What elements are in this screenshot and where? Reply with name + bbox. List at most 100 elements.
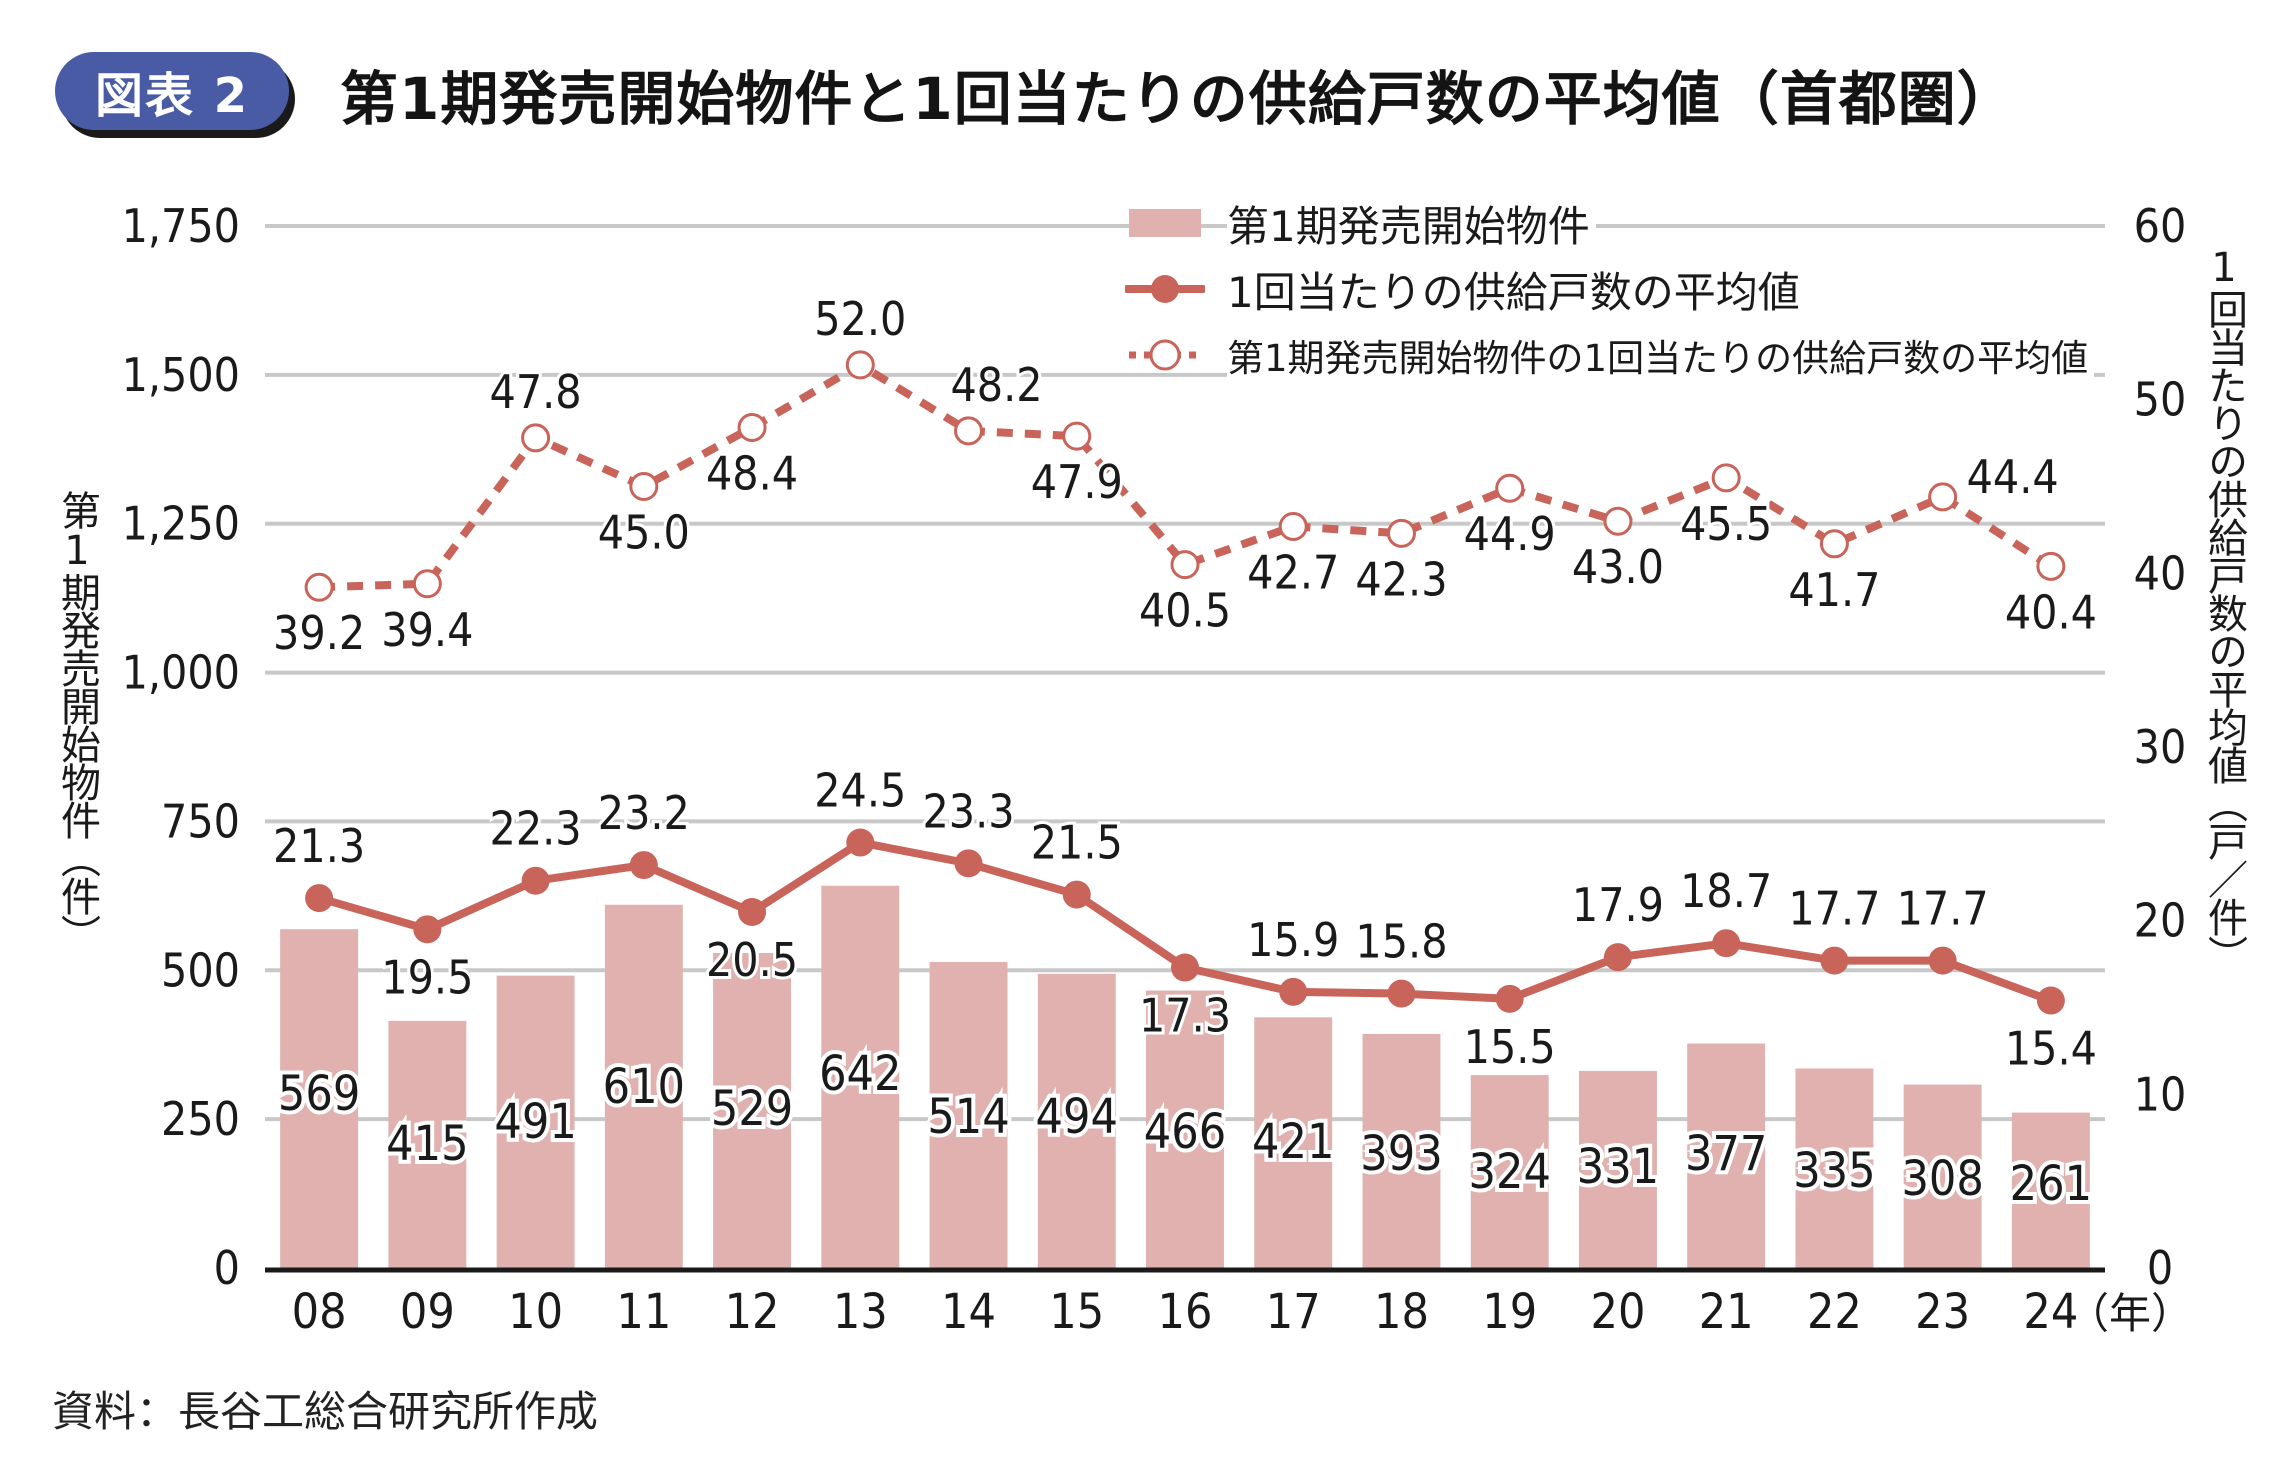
solid-line-point	[1495, 984, 1524, 1013]
bar	[1795, 1068, 1874, 1268]
dashed-line-value-label: 47.9	[1031, 455, 1123, 509]
x-tick-label: 21	[1699, 1284, 1754, 1340]
bar-value-label: 514	[927, 1089, 1009, 1145]
legend-label: 第1期発売開始物件	[1227, 192, 1596, 254]
y-axis-right-title: 1回当たりの供給戸数の平均値（戸／件）	[2201, 245, 2247, 973]
dashed-line-point	[1278, 511, 1308, 541]
dashed-line-value-label: 42.3	[1355, 552, 1447, 606]
bar-value-label: 610	[603, 1059, 685, 1115]
solid-line-point	[738, 897, 767, 926]
dashed-line-value-label: 52.0	[814, 292, 906, 346]
bar	[1146, 990, 1224, 1268]
y-left-tick-label: 500	[161, 943, 240, 997]
bar-value-label: 331	[1577, 1139, 1659, 1195]
solid-line-point	[2036, 986, 2065, 1015]
bar-value-label: 569	[278, 1066, 360, 1122]
dashed-line-value-label: 43.0	[1572, 540, 1664, 594]
x-tick-label: 22	[1807, 1284, 1862, 1340]
dashed-line-point	[1819, 529, 1849, 559]
solid-line-point	[1928, 946, 1957, 975]
dashed-line-value-label: 45.5	[1680, 497, 1772, 551]
y-left-tick-label: 0	[214, 1241, 240, 1295]
bar-value-label: 494	[1036, 1089, 1118, 1145]
y-left-tick-label: 1,000	[122, 646, 240, 700]
bar-value-label: 421	[1252, 1114, 1334, 1170]
dashed-line-point	[629, 472, 659, 501]
figure-badge: 図表 2	[55, 52, 295, 138]
solid-line-value-label: 20.5	[706, 933, 798, 987]
solid-line-value-label: 22.3	[490, 802, 582, 856]
solid-line-value-label: 17.7	[1897, 882, 1989, 936]
dashed-line-point	[1928, 482, 1958, 512]
bar	[1037, 973, 1116, 1268]
dashed-line-series: 39.2 39.4 47.8 45.0 48.4 52.0 48.2 47.9 40.5 42.7…	[270, 289, 2100, 663]
dashed-line-value-label: 40.4	[2005, 585, 2097, 639]
bar-value-label: 308	[1901, 1151, 1983, 1207]
dashed-line	[318, 360, 2054, 592]
solid-line-value-label: 15.5	[1464, 1020, 1556, 1074]
x-axis-unit: （年）	[2067, 1289, 2193, 1338]
solid-line-value-label: 17.9	[1572, 878, 1664, 932]
dashed-line-value-label: 48.2	[950, 358, 1042, 412]
legend-label: 第1期発売開始物件の1回当たりの供給戸数の平均値	[1227, 328, 2095, 382]
bar-value-label: 529	[711, 1081, 793, 1137]
solid-line-value-label: 18.7	[1680, 864, 1772, 918]
legend-dashed-line-marker-icon	[1125, 335, 1205, 375]
chart-title: 第1期発売開始物件と1回当たりの供給戸数の平均値（首都圏）	[340, 65, 2016, 133]
legend-bar-swatch	[1125, 203, 1205, 243]
x-tick-label: 12	[725, 1284, 780, 1340]
solid-line-point	[1387, 979, 1416, 1008]
x-tick-label: 24	[2023, 1284, 2078, 1340]
solid-line-value-label: 15.9	[1247, 913, 1339, 967]
y-right-tick-label: 10	[2134, 1067, 2187, 1121]
bar-value-label: 415	[386, 1116, 468, 1172]
dashed-line-point	[1495, 473, 1525, 503]
solid-line-point	[1171, 953, 1199, 982]
solid-line-value-label: 24.5	[814, 764, 906, 818]
bar-value-label: 335	[1793, 1143, 1875, 1199]
solid-line-point	[954, 849, 983, 878]
bar	[388, 1020, 467, 1268]
dashed-line-point	[412, 569, 442, 599]
solid-line-point	[846, 828, 875, 857]
axis-ticks: 0 250 500 750 1,000 1,250 1,500 1,750 0 10 20 30 40 5…	[122, 199, 2193, 1340]
x-tick-label: 08	[292, 1284, 347, 1340]
solid-line-point	[1062, 880, 1091, 909]
x-tick-label: 18	[1374, 1284, 1429, 1340]
x-tick-label: 23	[1915, 1284, 1970, 1340]
y-left-tick-label: 1,750	[122, 199, 240, 253]
dashed-line-point	[954, 416, 984, 446]
bar	[1687, 1043, 1766, 1268]
dashed-line-value-label: 40.5	[1139, 584, 1231, 638]
bar-value-label: 642	[819, 1046, 901, 1102]
dashed-line-point	[1170, 550, 1200, 580]
legend-item-bar: 第1期発売開始物件	[1125, 190, 2094, 256]
x-tick-label: 11	[616, 1284, 671, 1340]
solid-line-value-label: 21.3	[273, 819, 365, 873]
bar-value-label: 491	[494, 1094, 576, 1150]
bar	[280, 929, 359, 1268]
y-right-tick-label: 40	[2134, 546, 2187, 600]
dashed-line-point	[1603, 506, 1633, 536]
dashed-line-value-label: 45.0	[598, 506, 690, 560]
legend-solid-line-marker-icon	[1123, 269, 1207, 309]
bar-value-label: 393	[1360, 1126, 1442, 1182]
bar-series	[280, 885, 2090, 1268]
dashed-line-point	[304, 572, 334, 602]
legend-item-solid-line: 1回当たりの供給戸数の平均値	[1123, 256, 2094, 322]
solid-line-value-label: 17.3	[1139, 989, 1231, 1043]
x-tick-label: 10	[508, 1284, 563, 1340]
solid-line-value-label: 23.3	[922, 784, 1014, 838]
y-right-tick-label: 50	[2134, 373, 2187, 427]
dashed-line-value-label: 47.8	[490, 365, 582, 419]
dashed-line-value-label: 48.4	[706, 446, 798, 500]
y-right-tick-label: 60	[2134, 199, 2187, 253]
dashed-line-value-label: 42.7	[1247, 545, 1339, 599]
bar-data-labels: 569 415 491 610 529 642 514 494 466 421 393 324 331 3…	[274, 1042, 2096, 1216]
y-left-tick-label: 1,500	[122, 348, 240, 402]
solid-line-point	[1279, 977, 1308, 1006]
solid-line-value-label: 23.2	[598, 786, 690, 840]
solid-line-point	[1712, 929, 1741, 958]
bar-value-label: 261	[2010, 1156, 2092, 1212]
